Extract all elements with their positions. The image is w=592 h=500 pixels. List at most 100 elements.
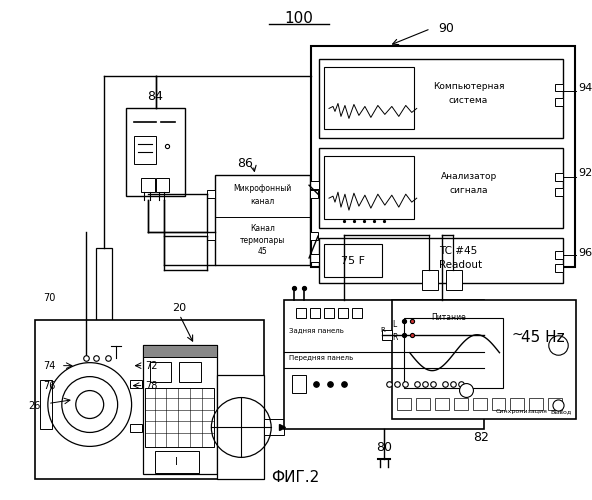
Bar bbox=[319, 58, 563, 138]
Bar bbox=[416, 398, 430, 409]
Bar bbox=[324, 244, 382, 277]
Bar bbox=[150, 362, 172, 382]
Text: Вывод: Вывод bbox=[551, 409, 572, 414]
Bar bbox=[319, 238, 563, 283]
Bar bbox=[453, 398, 468, 409]
Bar bbox=[310, 190, 318, 198]
Text: TC #45: TC #45 bbox=[439, 246, 477, 256]
Bar bbox=[324, 66, 414, 130]
Bar bbox=[207, 190, 215, 198]
Text: 45: 45 bbox=[258, 248, 267, 256]
Text: Канал: Канал bbox=[250, 224, 275, 232]
Text: R: R bbox=[392, 333, 397, 342]
Text: 84: 84 bbox=[147, 90, 163, 103]
Bar bbox=[424, 324, 439, 336]
Text: 78: 78 bbox=[146, 380, 158, 390]
Bar bbox=[548, 398, 562, 409]
Text: Микрофонный: Микрофонный bbox=[233, 184, 291, 192]
Bar bbox=[397, 398, 411, 409]
Bar bbox=[309, 181, 319, 189]
Bar bbox=[143, 344, 217, 474]
Bar bbox=[422, 270, 437, 290]
Text: 74: 74 bbox=[43, 360, 56, 370]
Text: Анализатор: Анализатор bbox=[440, 172, 497, 180]
Bar bbox=[296, 308, 306, 318]
Bar bbox=[491, 398, 506, 409]
Bar bbox=[324, 308, 334, 318]
Bar bbox=[126, 108, 185, 196]
Text: Readout: Readout bbox=[439, 260, 482, 270]
Bar bbox=[510, 398, 525, 409]
Bar bbox=[130, 380, 141, 388]
Bar bbox=[310, 308, 320, 318]
Bar bbox=[40, 380, 52, 430]
Bar bbox=[144, 388, 214, 448]
Text: Компьютерная: Компьютерная bbox=[433, 82, 504, 91]
Text: 96: 96 bbox=[578, 248, 592, 258]
Bar bbox=[35, 320, 264, 480]
Bar bbox=[207, 232, 215, 240]
Bar bbox=[78, 380, 130, 394]
Text: 45 Hz: 45 Hz bbox=[522, 330, 565, 345]
Bar bbox=[529, 398, 543, 409]
Bar bbox=[442, 324, 456, 336]
Bar bbox=[311, 46, 575, 267]
Bar bbox=[264, 420, 284, 436]
Text: 86: 86 bbox=[237, 157, 253, 170]
Text: 76: 76 bbox=[43, 380, 56, 390]
Text: 90: 90 bbox=[439, 22, 455, 35]
Bar bbox=[472, 398, 487, 409]
Text: 80: 80 bbox=[376, 441, 392, 454]
Bar bbox=[143, 344, 217, 356]
Text: 82: 82 bbox=[474, 431, 490, 444]
Bar bbox=[217, 374, 264, 480]
Bar bbox=[156, 178, 169, 192]
Text: 26: 26 bbox=[28, 400, 41, 410]
Bar bbox=[179, 362, 201, 382]
Text: ФИГ.2: ФИГ.2 bbox=[271, 470, 319, 485]
Bar bbox=[140, 178, 155, 192]
Bar bbox=[392, 300, 576, 420]
Bar bbox=[155, 452, 200, 473]
Text: ~: ~ bbox=[511, 328, 523, 342]
Bar bbox=[352, 308, 362, 318]
Bar bbox=[215, 175, 310, 265]
Text: L: L bbox=[392, 320, 396, 330]
Bar bbox=[319, 148, 563, 228]
Bar bbox=[555, 84, 563, 92]
Text: Задняя панель: Задняя панель bbox=[289, 327, 344, 333]
Bar bbox=[555, 251, 563, 259]
Bar bbox=[134, 136, 156, 164]
Text: канал: канал bbox=[250, 196, 274, 205]
Text: Питание: Питание bbox=[431, 314, 466, 322]
Text: 100: 100 bbox=[285, 11, 314, 26]
Text: 20: 20 bbox=[172, 303, 186, 313]
Text: 92: 92 bbox=[578, 168, 592, 178]
Text: R: R bbox=[381, 327, 385, 333]
Bar bbox=[96, 248, 112, 416]
Bar bbox=[309, 254, 319, 262]
Text: Передняя панель: Передняя панель bbox=[289, 354, 353, 360]
Bar bbox=[435, 398, 449, 409]
Bar bbox=[292, 374, 306, 392]
Bar bbox=[324, 156, 414, 219]
Bar bbox=[310, 232, 318, 240]
Text: система: система bbox=[449, 96, 488, 105]
Bar bbox=[130, 424, 141, 432]
Bar bbox=[76, 358, 131, 380]
Text: 72: 72 bbox=[146, 360, 158, 370]
Text: I: I bbox=[175, 458, 178, 468]
Text: 75 F: 75 F bbox=[341, 256, 365, 266]
Text: 70: 70 bbox=[43, 293, 56, 303]
Text: термопары: термопары bbox=[240, 236, 285, 244]
Text: сигнала: сигнала bbox=[449, 186, 488, 194]
Text: 94: 94 bbox=[578, 84, 592, 94]
Text: Синхронизация: Синхронизация bbox=[496, 409, 548, 414]
Bar bbox=[555, 173, 563, 181]
Bar bbox=[74, 394, 134, 406]
Bar bbox=[382, 330, 392, 340]
Bar bbox=[555, 98, 563, 106]
Bar bbox=[555, 188, 563, 196]
Bar bbox=[446, 270, 462, 290]
Bar bbox=[284, 300, 484, 430]
